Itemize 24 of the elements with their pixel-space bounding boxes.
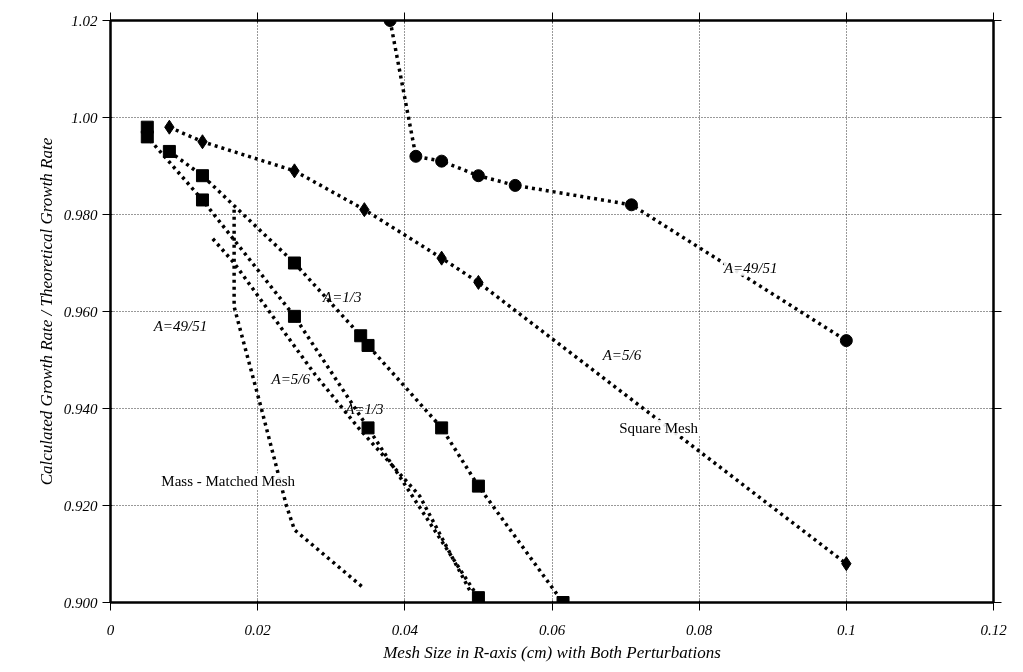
x-tick-label: 0.04: [391, 621, 419, 638]
annotation: A=5/6: [601, 347, 642, 364]
y-tick-label: 1.02: [71, 12, 98, 29]
y-tick-label: 0.940: [63, 400, 98, 417]
x-tick-label: 0.06: [538, 621, 566, 638]
x-tick-label: 0: [106, 621, 115, 638]
x-axis-title: Mesh Size in R-axis (cm) with Both Perturbations: [382, 642, 722, 662]
x-tick-label: 0.02: [244, 621, 272, 638]
x-tick-label: 0.1: [836, 621, 856, 638]
x-tick-label: 0.08: [686, 621, 713, 638]
y-tick-label: 1.00: [71, 109, 98, 126]
annotation: A=49/51: [152, 318, 208, 335]
annotation: A=5/6: [270, 371, 311, 388]
x-tick-label: 0.12: [980, 621, 1008, 638]
y-tick-label: 0.960: [63, 303, 98, 320]
annotation: A=1/3: [344, 400, 384, 417]
y-tick-label: 0.900: [63, 594, 98, 611]
annotation: Square Mesh: [619, 419, 699, 436]
y-tick-label: 0.980: [63, 206, 98, 223]
y-tick-label: 0.920: [63, 497, 98, 514]
y-axis-title: Calculated Growth Rate / Theoretical Growth Rate: [36, 137, 56, 486]
annotation: A=49/51: [722, 259, 778, 276]
annotation: A=1/3: [322, 288, 362, 305]
annotation: Mass - Matched Mesh: [161, 473, 296, 490]
